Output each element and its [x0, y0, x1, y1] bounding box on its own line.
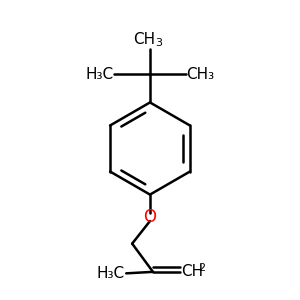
Text: H₃C: H₃C	[85, 67, 114, 82]
Text: 2: 2	[198, 263, 205, 273]
Text: CH₃: CH₃	[186, 67, 214, 82]
Text: CH: CH	[134, 32, 156, 47]
Text: O: O	[143, 208, 157, 226]
Text: H₃C: H₃C	[97, 266, 125, 281]
Text: CH: CH	[181, 264, 203, 279]
Text: 3: 3	[155, 38, 162, 48]
